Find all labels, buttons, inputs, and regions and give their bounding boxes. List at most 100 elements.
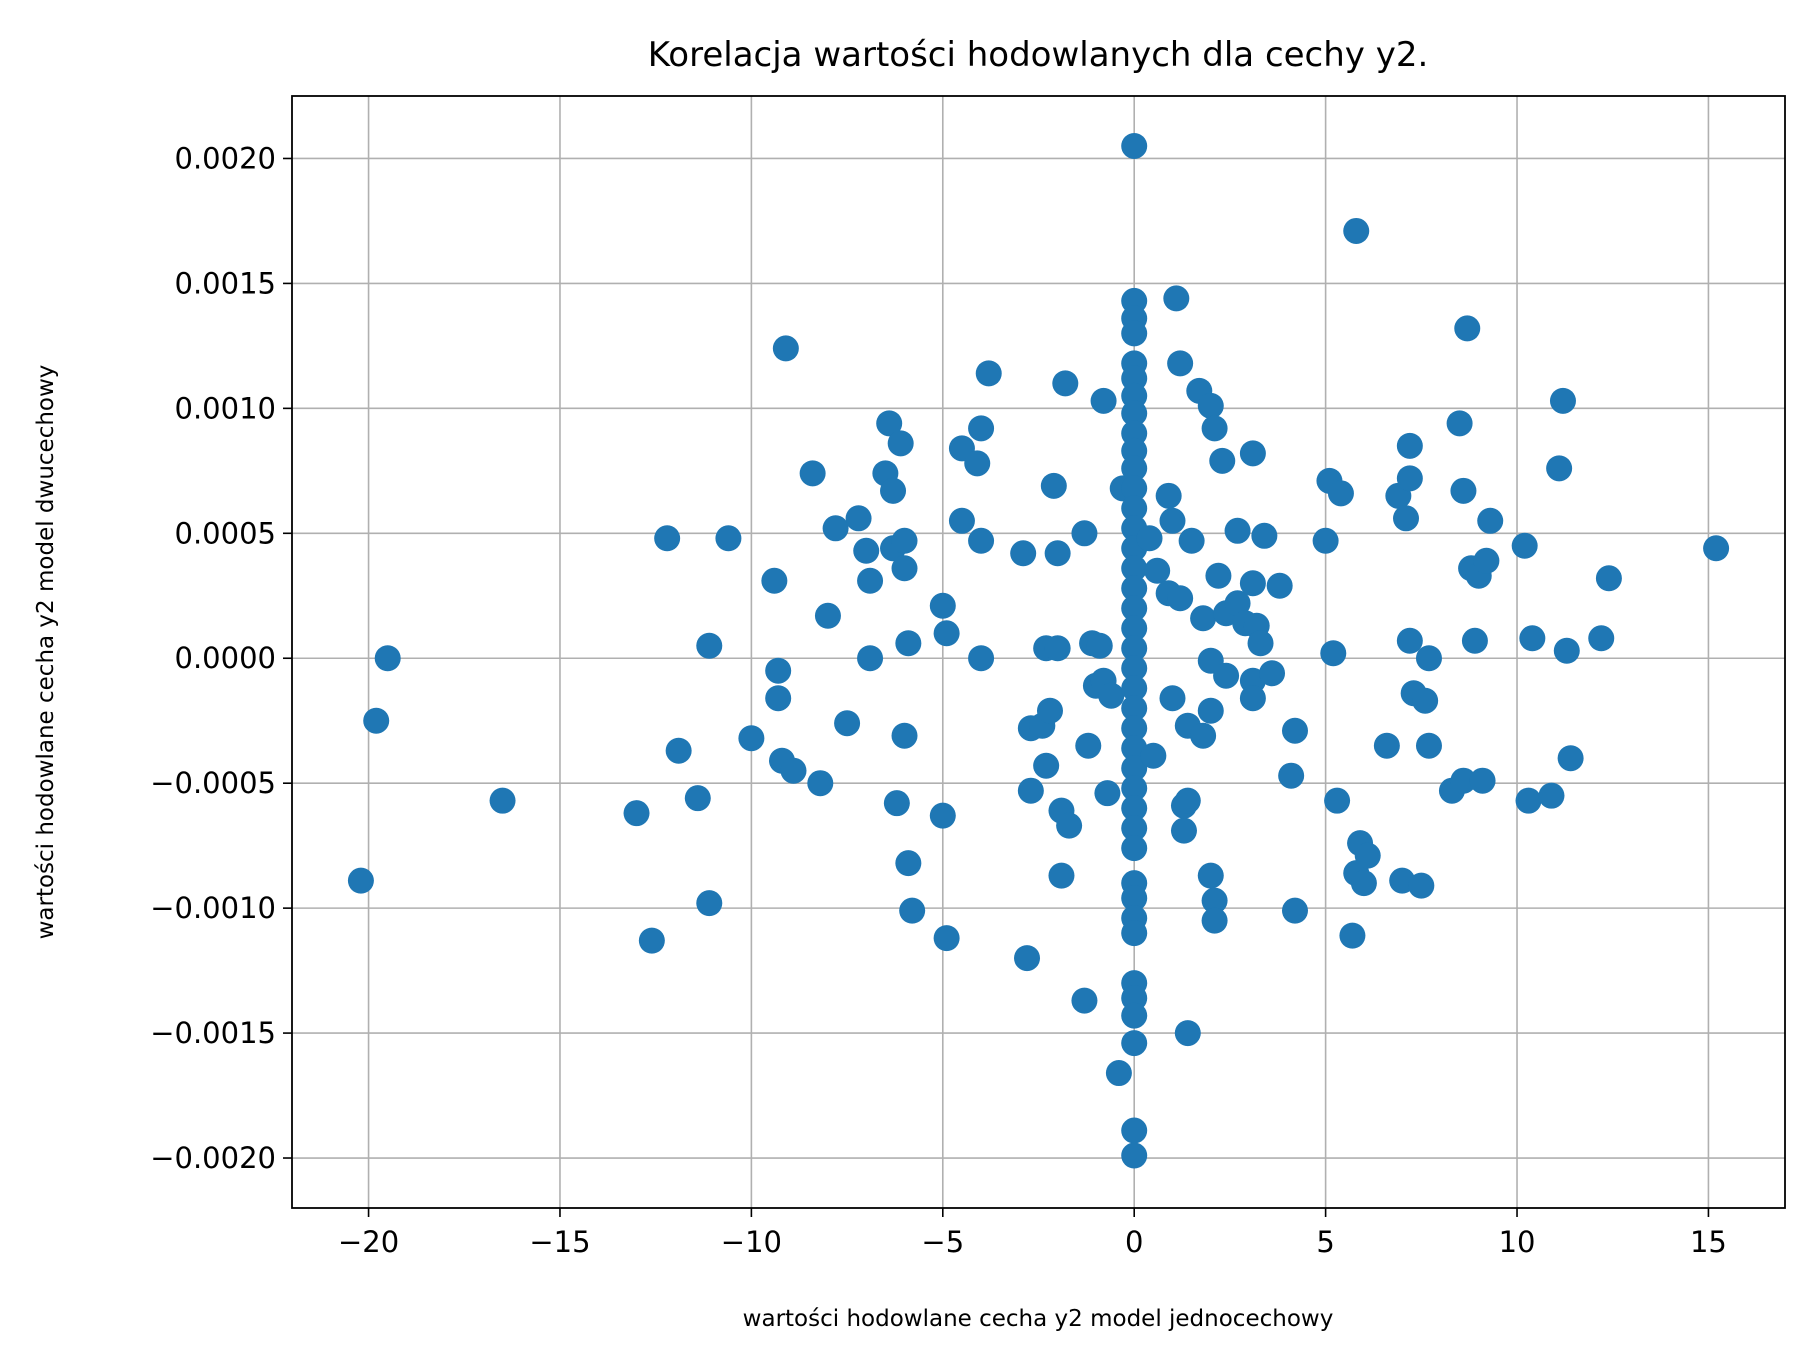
data-point	[1170, 817, 1197, 844]
data-point	[1557, 745, 1584, 772]
data-point	[857, 645, 884, 672]
data-point	[814, 602, 841, 629]
data-point	[1121, 695, 1148, 722]
data-point	[1105, 1060, 1132, 1087]
data-point	[948, 507, 975, 534]
data-point	[822, 515, 849, 542]
data-point	[1461, 627, 1488, 654]
data-point	[1197, 697, 1224, 724]
data-point	[1446, 410, 1473, 437]
data-point	[1121, 555, 1148, 582]
data-point	[799, 460, 826, 487]
data-point	[1373, 732, 1400, 759]
data-point	[489, 787, 516, 814]
x-tick-label: −10	[721, 1225, 782, 1259]
data-point	[1450, 767, 1477, 794]
data-point	[968, 645, 995, 672]
data-point	[933, 925, 960, 952]
data-point	[929, 802, 956, 829]
data-point	[1121, 1030, 1148, 1057]
data-point	[1415, 645, 1442, 672]
data-point	[1396, 627, 1423, 654]
data-point	[899, 897, 926, 924]
data-point	[968, 527, 995, 554]
data-point	[891, 722, 918, 749]
data-point	[1209, 447, 1236, 474]
data-point	[1056, 812, 1083, 839]
data-point	[895, 630, 922, 657]
data-point	[1595, 565, 1622, 592]
data-point	[1415, 732, 1442, 759]
data-point	[1201, 887, 1228, 914]
data-point	[1163, 285, 1190, 312]
data-point	[1251, 522, 1278, 549]
data-point	[1174, 787, 1201, 814]
data-point	[1396, 465, 1423, 492]
data-point	[845, 505, 872, 532]
data-point	[1201, 907, 1228, 934]
data-point	[895, 850, 922, 877]
data-point	[1350, 870, 1377, 897]
y-tick-label: −0.0020	[150, 1141, 276, 1175]
x-tick-label: 0	[1125, 1225, 1143, 1259]
data-point	[933, 620, 960, 647]
data-point	[1396, 432, 1423, 459]
data-point	[929, 592, 956, 619]
data-point	[964, 450, 991, 477]
data-point	[1519, 625, 1546, 652]
data-point	[1538, 782, 1565, 809]
data-point	[1469, 767, 1496, 794]
data-point	[780, 757, 807, 784]
data-point	[347, 867, 374, 894]
data-point	[1121, 885, 1148, 912]
data-point	[696, 890, 723, 917]
data-point	[1703, 535, 1730, 562]
data-point	[1174, 1020, 1201, 1047]
data-point	[623, 800, 650, 827]
x-tick-label: −20	[338, 1225, 399, 1259]
data-point	[1205, 562, 1232, 589]
data-point	[1320, 640, 1347, 667]
data-point	[1048, 862, 1075, 889]
data-point	[1121, 575, 1148, 602]
data-point	[1121, 815, 1148, 842]
data-point	[1071, 520, 1098, 547]
data-point	[363, 707, 390, 734]
data-point	[1121, 132, 1148, 159]
data-point	[1354, 842, 1381, 869]
data-point	[1515, 787, 1542, 814]
data-point	[1014, 945, 1041, 972]
data-point	[1454, 315, 1481, 342]
data-point	[1144, 557, 1171, 584]
data-point	[1121, 455, 1148, 482]
data-point	[1412, 687, 1439, 714]
x-tick-label: 15	[1690, 1225, 1727, 1259]
y-tick-label: −0.0010	[150, 891, 276, 925]
data-point	[1197, 862, 1224, 889]
x-tick-label: 10	[1499, 1225, 1536, 1259]
data-point	[1247, 630, 1274, 657]
data-point	[1450, 477, 1477, 504]
data-point	[891, 527, 918, 554]
plot-frame	[291, 95, 1786, 1209]
y-axis-ticks: −0.0020 −0.0015 −0.0010 −0.0005 0.0000 0.0005…	[150, 141, 292, 1175]
data-point	[1281, 717, 1308, 744]
data-point	[1155, 482, 1182, 509]
data-point	[1213, 662, 1240, 689]
data-point	[1178, 527, 1205, 554]
data-point	[1121, 595, 1148, 622]
data-point	[1090, 387, 1117, 414]
data-point	[654, 525, 681, 552]
data-point	[883, 790, 910, 817]
data-point	[1408, 872, 1435, 899]
data-points	[347, 132, 1730, 1169]
y-axis-title: wartości hodowlane cecha y2 model dwucec…	[33, 365, 59, 940]
data-point	[968, 415, 995, 442]
data-point	[1343, 217, 1370, 244]
x-axis-title: wartości hodowlane cecha y2 model jednoc…	[743, 1306, 1334, 1332]
data-point	[1239, 440, 1266, 467]
data-point	[1239, 685, 1266, 712]
data-point	[834, 710, 861, 737]
data-point	[1393, 505, 1420, 532]
data-point	[1036, 697, 1063, 724]
